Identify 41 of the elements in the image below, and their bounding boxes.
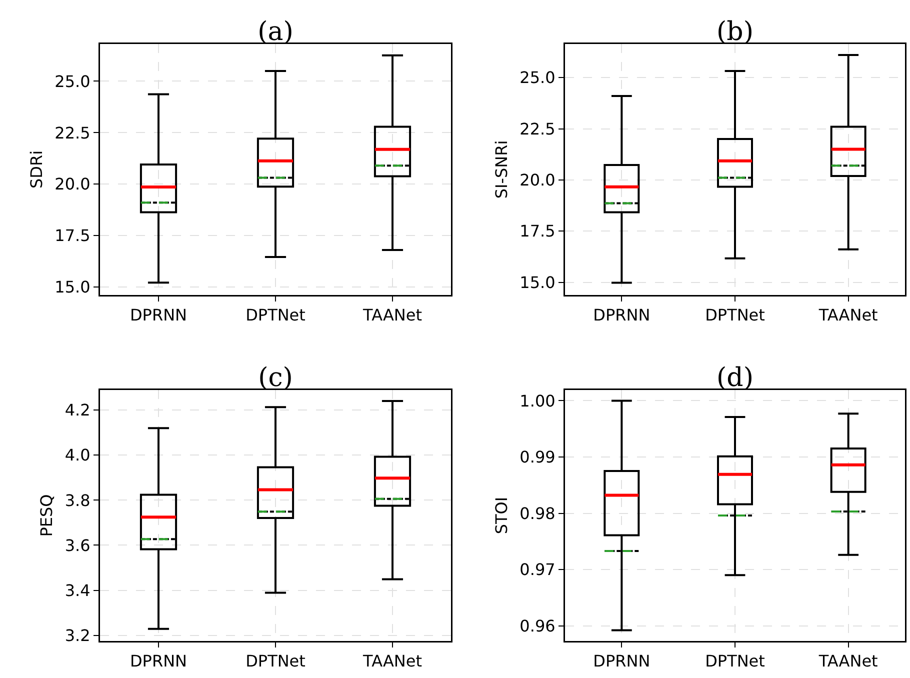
y-tick-label: 15.0 xyxy=(520,272,556,292)
x-tick-label: DPRNN xyxy=(593,306,650,325)
y-tick-label: 3.6 xyxy=(64,536,90,555)
y-tick-label: 0.96 xyxy=(520,616,556,636)
x-tick-label: TAANet xyxy=(362,652,422,671)
y-tick-label: 25.0 xyxy=(54,72,90,91)
y-tick-label: 17.5 xyxy=(520,222,556,241)
y-tick-label: 0.98 xyxy=(520,504,556,523)
y-axis-title: SDRi xyxy=(26,150,46,189)
y-tick-label: 22.5 xyxy=(54,123,90,142)
y-tick-label: 0.97 xyxy=(520,560,556,580)
x-tick-label: DPRNN xyxy=(593,652,650,671)
y-tick-label: 1.00 xyxy=(520,391,556,410)
y-tick-label: 0.99 xyxy=(520,448,556,467)
x-tick-label: DPTNet xyxy=(246,306,306,325)
x-tick-label: TAANet xyxy=(818,306,878,325)
y-tick-label: 4.0 xyxy=(64,446,90,465)
x-tick-label: DPTNet xyxy=(246,652,306,671)
y-axis-title: PESQ xyxy=(36,494,56,537)
chart-title: (a) xyxy=(258,17,294,47)
y-tick-label: 3.4 xyxy=(64,580,90,600)
x-tick-label: TAANet xyxy=(818,652,878,671)
y-tick-label: 3.8 xyxy=(64,490,90,510)
y-tick-label: 20.0 xyxy=(54,174,90,194)
x-tick-label: DPTNet xyxy=(705,306,765,325)
x-tick-label: DPTNet xyxy=(705,652,765,671)
y-tick-label: 22.5 xyxy=(520,119,556,138)
chart-title: (d) xyxy=(716,363,754,393)
y-tick-label: 20.0 xyxy=(520,170,556,190)
y-tick-label: 4.2 xyxy=(64,400,90,420)
y-axis-title: STOI xyxy=(492,496,511,534)
y-axis-title: SI-SNRi xyxy=(492,140,511,199)
chart-title: (b) xyxy=(716,17,754,47)
y-tick-label: 15.0 xyxy=(54,278,90,297)
y-tick-label: 17.5 xyxy=(54,226,90,246)
chart-title: (c) xyxy=(258,363,293,393)
y-tick-label: 3.2 xyxy=(64,626,90,645)
x-tick-label: DPRNN xyxy=(130,652,188,671)
x-tick-label: DPRNN xyxy=(130,306,188,325)
x-tick-label: TAANet xyxy=(362,306,422,325)
y-tick-label: 25.0 xyxy=(520,68,556,88)
